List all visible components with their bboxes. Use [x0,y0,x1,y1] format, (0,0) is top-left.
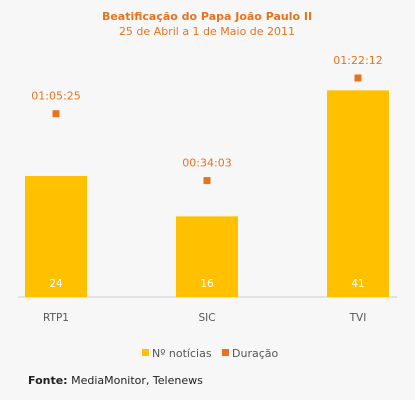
bar-value-label-tvi: 41 [351,278,364,290]
bar-rtp1 [25,176,87,297]
x-tick-sic: SIC [198,312,215,324]
legend-swatch-noticias [142,349,149,356]
legend: Nº notícias Duração [142,347,278,360]
source-text: MediaMonitor, Telenews [71,374,203,387]
duration-marker-rtp1 [52,110,60,118]
bar-tvi [327,90,389,297]
bar-sic [176,216,238,297]
bar-value-label-sic: 16 [200,278,214,290]
chart-title: Beatificação do Papa João Paulo II [102,10,312,23]
legend-label-noticias: Nº notícias [152,347,212,360]
x-tick-rtp1: RTP1 [43,312,69,324]
legend-label-duracao: Duração [232,347,278,360]
source-label: Fonte: [28,374,68,387]
x-tick-tvi: TVI [349,312,367,324]
duration-marker-tvi [354,74,362,82]
duration-label-tvi: 01:22:12 [333,54,382,67]
bar-value-label-rtp1: 24 [49,278,63,290]
duration-marker-sic [203,177,211,185]
legend-swatch-duracao [222,349,229,356]
chart-subtitle: 25 de Abril a 1 de Maio de 2011 [119,25,295,38]
duration-label-sic: 00:34:03 [182,157,231,170]
source-note: Fonte: MediaMonitor, Telenews [28,374,203,387]
duration-label-rtp1: 01:05:25 [31,90,80,103]
